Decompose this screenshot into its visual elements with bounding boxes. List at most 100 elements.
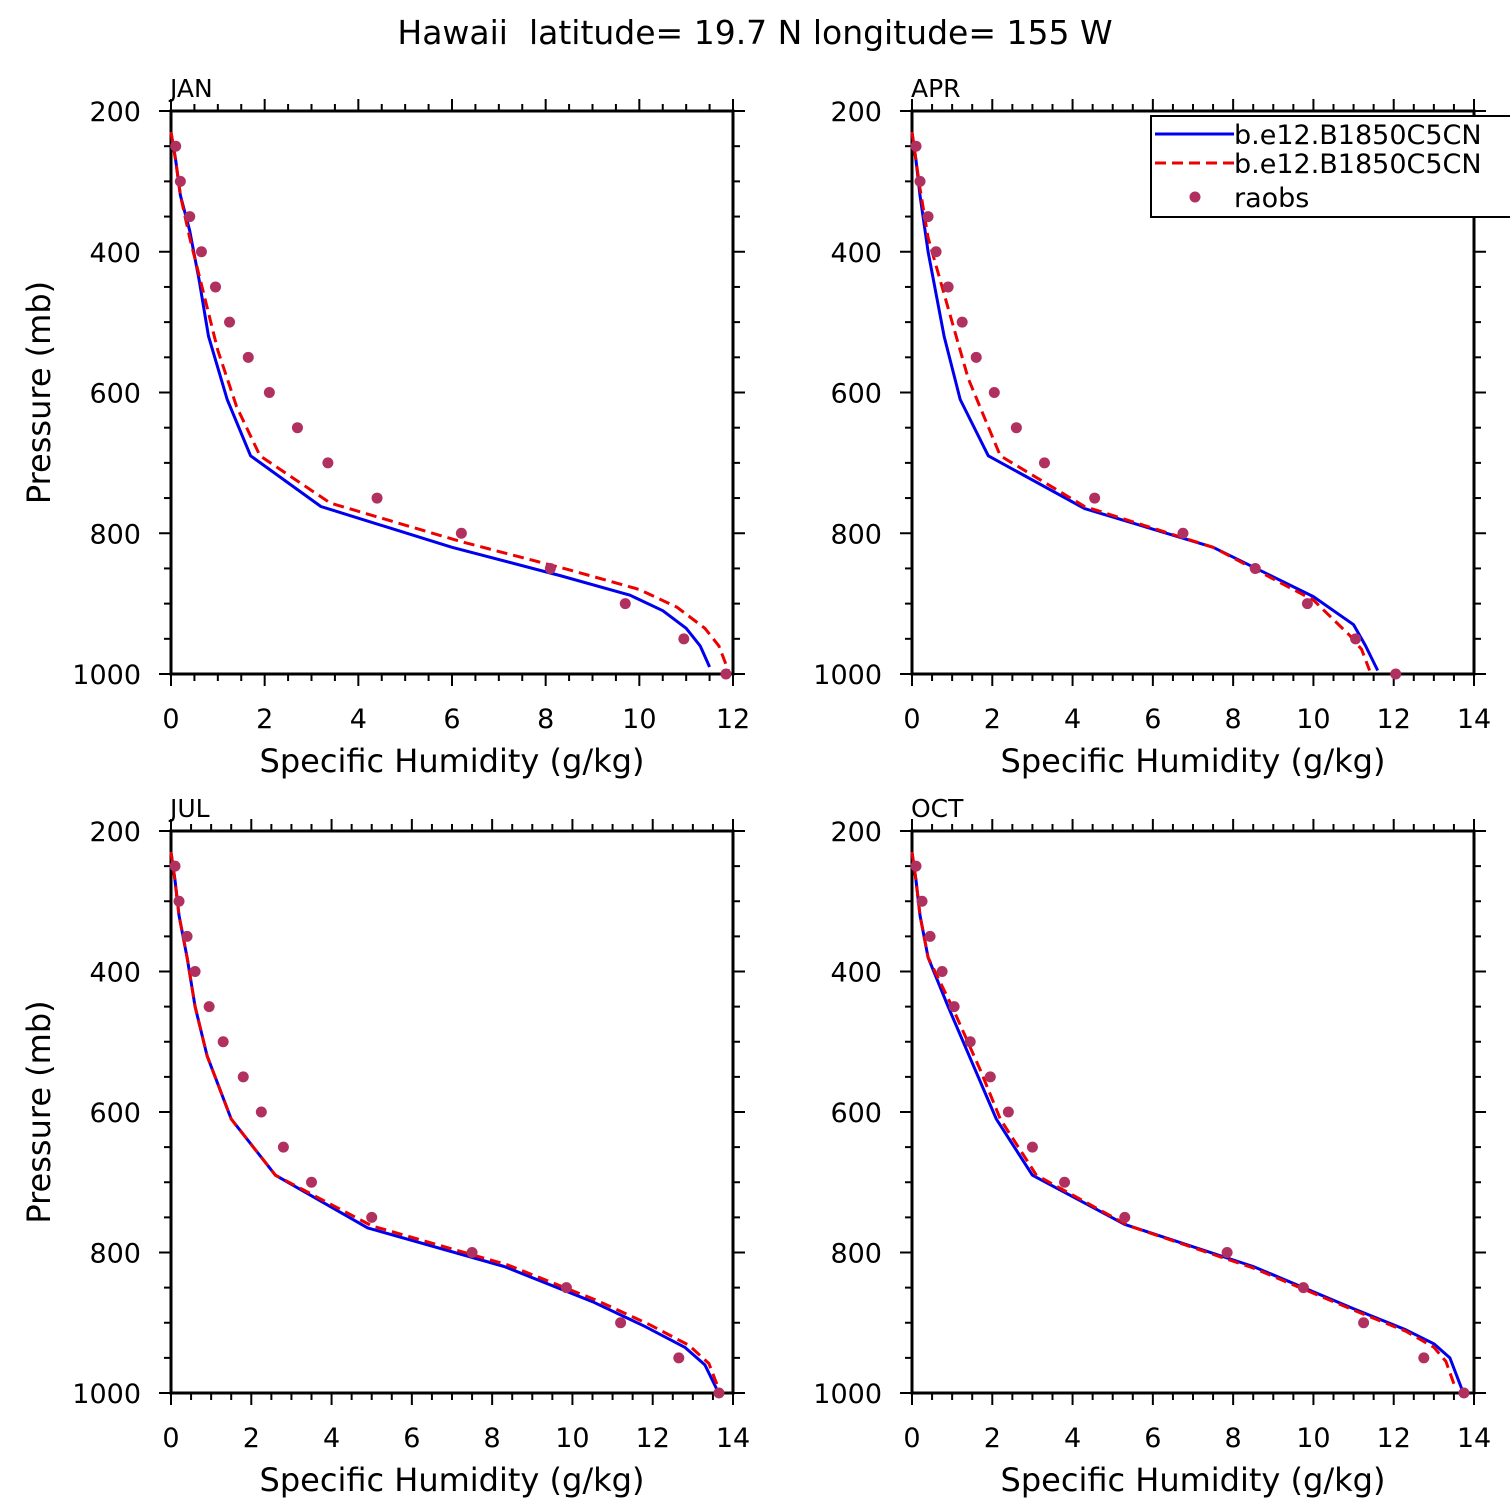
raobs-point [619, 598, 631, 610]
legend-label: b.e12.B1850C5CN [1234, 149, 1482, 180]
raobs-point [922, 211, 934, 223]
raobs-point [1119, 1211, 1131, 1223]
x-tick-label: 8 [537, 704, 554, 735]
x-axis-label: Specific Humidity (g/kg) [260, 742, 645, 780]
y-tick-label: 200 [830, 97, 882, 128]
series-line-solid [169, 851, 719, 1391]
panel-oct: OCT 0 2 4 6 8 10 12 14 200 400 600 800 1000 Specific H… [813, 794, 1491, 1499]
raobs-point [306, 1176, 317, 1188]
panel-label: OCT [911, 794, 964, 823]
y-tick-label: 400 [89, 958, 141, 989]
raobs-point [237, 1071, 249, 1083]
legend-label: b.e12.B1850C5CN [1234, 120, 1482, 151]
x-tick-label: 12 [1377, 1423, 1411, 1454]
x-tick-label: 8 [1225, 704, 1242, 735]
x-tick-label: 2 [256, 704, 273, 735]
y-tick-label: 1000 [72, 1379, 141, 1410]
raobs-point [174, 175, 186, 187]
x-tick-label: 2 [243, 1423, 260, 1454]
raobs-point [170, 140, 182, 152]
series-line-dashed [169, 851, 721, 1391]
raobs-point [910, 860, 922, 872]
raobs-point [914, 175, 926, 187]
x-axis-label: Specific Humidity (g/kg) [260, 1461, 645, 1499]
raobs-point [1301, 598, 1313, 610]
raobs-point [956, 316, 968, 328]
raobs-point [322, 457, 334, 469]
panel-jul: JUL 0 2 4 6 8 10 12 14 200 400 600 800 1000 Specific H… [20, 794, 750, 1499]
raobs-point [189, 966, 201, 977]
raobs-point [181, 930, 193, 942]
x-tick-label: 10 [555, 1423, 589, 1454]
x-tick-label: 10 [1296, 1423, 1330, 1454]
series-line-dashed [169, 131, 730, 672]
raobs-point [615, 1317, 627, 1329]
raobs-point [224, 316, 236, 328]
y-tick-label: 800 [830, 1239, 882, 1270]
raobs-point [942, 281, 954, 293]
raobs-point [970, 351, 982, 363]
raobs-point [263, 387, 275, 398]
x-tick-label: 6 [443, 704, 460, 735]
raobs-point [1059, 1176, 1071, 1188]
x-tick-label: 6 [1144, 1423, 1161, 1454]
y-tick-label: 200 [830, 817, 882, 848]
x-tick-label: 0 [162, 704, 179, 735]
series-line-solid [910, 131, 1380, 672]
y-tick-label: 200 [89, 817, 141, 848]
raobs-point [203, 1001, 215, 1013]
y-tick-label: 400 [89, 238, 141, 269]
raobs-point [544, 562, 556, 574]
y-tick-label: 400 [830, 958, 882, 989]
raobs-point [184, 211, 196, 223]
raobs-point [1177, 527, 1189, 539]
raobs-point [910, 140, 922, 152]
panel-label: JAN [168, 74, 213, 103]
raobs-point [1221, 1247, 1233, 1258]
y-tick-label: 400 [830, 238, 882, 269]
panel-label: APR [911, 74, 961, 103]
raobs-point [291, 422, 303, 434]
raobs-point [173, 895, 185, 907]
legend-marker [1189, 191, 1201, 203]
raobs-point [984, 1071, 996, 1083]
raobs-point [217, 1036, 229, 1048]
raobs-point [1458, 1387, 1470, 1399]
raobs-point [713, 1387, 725, 1399]
raobs-point [1390, 668, 1402, 680]
raobs-point [371, 492, 383, 504]
x-tick-label: 0 [903, 704, 920, 735]
y-tick-label: 600 [89, 379, 141, 410]
x-tick-label: 12 [1377, 704, 1411, 735]
y-tick-label: 600 [830, 1098, 882, 1129]
y-axis-label: Pressure (mb) [20, 1000, 58, 1223]
panel-label: JUL [168, 794, 210, 823]
x-tick-label: 0 [162, 1423, 179, 1454]
raobs-point [720, 668, 732, 680]
raobs-point [455, 527, 467, 539]
raobs-point [948, 1001, 960, 1013]
raobs-point [1249, 562, 1261, 574]
x-axis-label: Specific Humidity (g/kg) [1001, 1461, 1386, 1499]
panel-apr: APR 0 2 4 6 8 10 12 14 200 400 600 800 1000 Specific H… [813, 74, 1491, 780]
raobs-point [1026, 1141, 1038, 1153]
x-tick-label: 14 [716, 1423, 750, 1454]
raobs-point [1358, 1317, 1370, 1329]
x-tick-label: 6 [403, 1423, 420, 1454]
y-tick-label: 600 [830, 379, 882, 410]
raobs-point [1350, 633, 1362, 645]
raobs-point [673, 1352, 685, 1364]
plot-frame [169, 829, 735, 1395]
legend-label: raobs [1234, 183, 1309, 214]
x-tick-label: 4 [1064, 704, 1081, 735]
x-tick-label: 10 [622, 704, 656, 735]
x-tick-label: 12 [716, 704, 750, 735]
y-tick-label: 1000 [813, 660, 882, 691]
raobs-point [1002, 1106, 1014, 1118]
x-tick-label: 2 [984, 704, 1001, 735]
raobs-point [169, 860, 181, 872]
raobs-point [964, 1036, 976, 1048]
raobs-point [1010, 422, 1022, 434]
x-tick-label: 14 [1457, 704, 1491, 735]
